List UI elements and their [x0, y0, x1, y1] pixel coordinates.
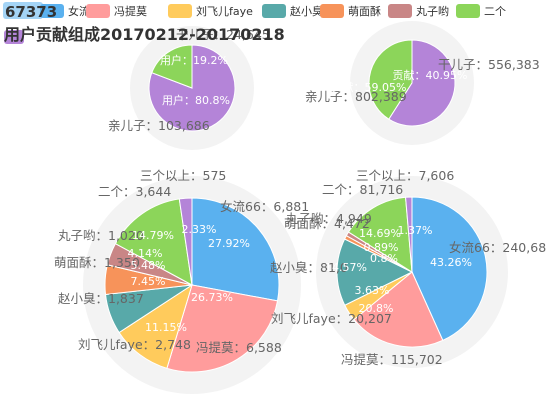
slice-inner-label: 3.63%	[355, 284, 390, 297]
legend-swatch	[86, 4, 110, 18]
corner-badge	[3, 2, 43, 19]
slice-outer-label: 干儿子：556,383	[438, 57, 540, 72]
slice-outer-label: 赵小臭：81,0	[270, 260, 348, 275]
slice-inner-label: 7.45%	[131, 275, 166, 288]
slice-outer-label: 干儿子：24,645	[176, 27, 270, 42]
slice-outer-label: 亲儿子：802,389	[305, 89, 407, 104]
pie-top-left: 亲儿子：103,686 用户：80.8% 干儿子：24,645 用户：19.2%	[108, 26, 270, 150]
pie-slice[interactable]	[353, 271, 444, 348]
slice-inner-label: 14.69%	[359, 227, 401, 240]
pie-slice[interactable]	[411, 196, 488, 342]
legend-item[interactable]: 二个	[456, 4, 506, 18]
slice-inner-label: 1.37%	[398, 224, 433, 237]
pie-slice[interactable]	[347, 196, 413, 273]
legend-swatch	[168, 4, 192, 18]
slice-inner-label: 0.8%	[370, 252, 398, 265]
pie-slice[interactable]	[336, 238, 414, 306]
slice-inner-label: 20.8%	[359, 302, 394, 315]
slice-outer-label: 亲儿子：103,686	[108, 118, 210, 133]
legend-label: 赵小臭	[290, 4, 323, 18]
legend-label: 萌面酥	[348, 4, 381, 18]
slice-inner-label: 5.48%	[131, 259, 166, 272]
title-badge	[4, 30, 24, 44]
legend-swatch	[320, 4, 344, 18]
pie-slice[interactable]	[114, 198, 193, 286]
slice-inner-label: 贡献：40.95%	[393, 68, 468, 82]
slice-outer-label: 三个以上：7,606	[356, 168, 454, 183]
pie-slice[interactable]	[178, 197, 193, 286]
legend-swatch	[40, 4, 64, 18]
slice-outer-label: 萌面酥：4,472	[284, 216, 370, 231]
slice-outer-label: 三个以上：575	[140, 168, 226, 183]
slice-inner-label: 27.92%	[208, 237, 250, 250]
legend-swatch	[456, 4, 480, 18]
legend: 女流66冯提莫刘飞儿faye赵小臭萌面酥丸子哟二个	[40, 4, 506, 18]
pie-slice[interactable]	[405, 196, 413, 273]
slice-inner-label: 2.33%	[182, 223, 217, 236]
slice-inner-label: 14.79%	[132, 229, 174, 242]
slice-outer-label: 二个：3,644	[98, 184, 171, 199]
pie-slice[interactable]	[148, 44, 236, 132]
chart-title: 用户贡献组成20170212-20170218	[4, 25, 285, 44]
slice-outer-label: 冯提莫：115,702	[341, 352, 443, 367]
slice-outer-label: 二个：81,716	[322, 182, 403, 197]
pie-slice[interactable]	[191, 197, 280, 302]
slice-outer-label: 刘飞儿faye：20,207	[271, 311, 392, 326]
slice-outer-label: 赵小臭：1,837	[58, 291, 144, 306]
legend-swatch	[262, 4, 286, 18]
slice-inner-label: 用户：80.8%	[162, 93, 230, 107]
slice-outer-label: 女流66：6,881	[220, 199, 309, 214]
slice-outer-label: 丸子哟：1,020	[58, 228, 144, 243]
corner-value: 67373	[5, 3, 57, 21]
slice-outer-label: 冯提莫：6,588	[196, 340, 282, 355]
slice-inner-label: 26.73%	[191, 291, 233, 304]
slice-inner-label: 11.15%	[145, 321, 187, 334]
legend-item[interactable]: 萌面酥	[320, 4, 381, 18]
legend-item[interactable]: 刘飞儿faye	[168, 4, 253, 18]
legend-label: 冯提莫	[114, 5, 147, 18]
slice-inner-label: 贡献：59.05%	[332, 80, 407, 94]
legend-item[interactable]: 丸子哟	[388, 4, 449, 18]
legend-label: 刘飞儿faye	[196, 5, 253, 18]
pie-slice[interactable]	[166, 284, 279, 373]
slice-inner-label: 用户：19.2%	[160, 53, 228, 67]
slice-inner-label: 14.57%	[325, 261, 367, 274]
slice-inner-label: 0.89%	[364, 241, 399, 254]
pie-slice[interactable]	[151, 44, 193, 89]
legend-label: 二个	[484, 5, 506, 18]
slice-outer-label: 刘飞儿faye：2,748	[78, 337, 191, 352]
slice-outer-label: 丸子哟：4,949	[286, 211, 372, 226]
legend-label: 丸子哟	[416, 5, 449, 18]
slice-outer-label: 女流66：240,68	[449, 240, 546, 255]
legend-item[interactable]: 冯提莫	[86, 4, 147, 18]
legend-swatch	[388, 4, 412, 18]
slice-inner-label: 4.14%	[128, 247, 163, 260]
pies-layer: 亲儿子：103,686 用户：80.8% 干儿子：24,645 用户：19.2% 干儿子…	[54, 21, 546, 394]
legend-item[interactable]: 赵小臭	[262, 4, 323, 18]
slice-outer-label: 萌面酥：1,350	[54, 255, 140, 270]
slice-inner-label: 43.26%	[430, 256, 472, 269]
pie-bottom-left: 女流66：6,881 27.92% 冯提莫：6,588 26.73% 刘飞儿faye：2…	[54, 168, 309, 394]
pie-slice[interactable]	[388, 39, 456, 127]
